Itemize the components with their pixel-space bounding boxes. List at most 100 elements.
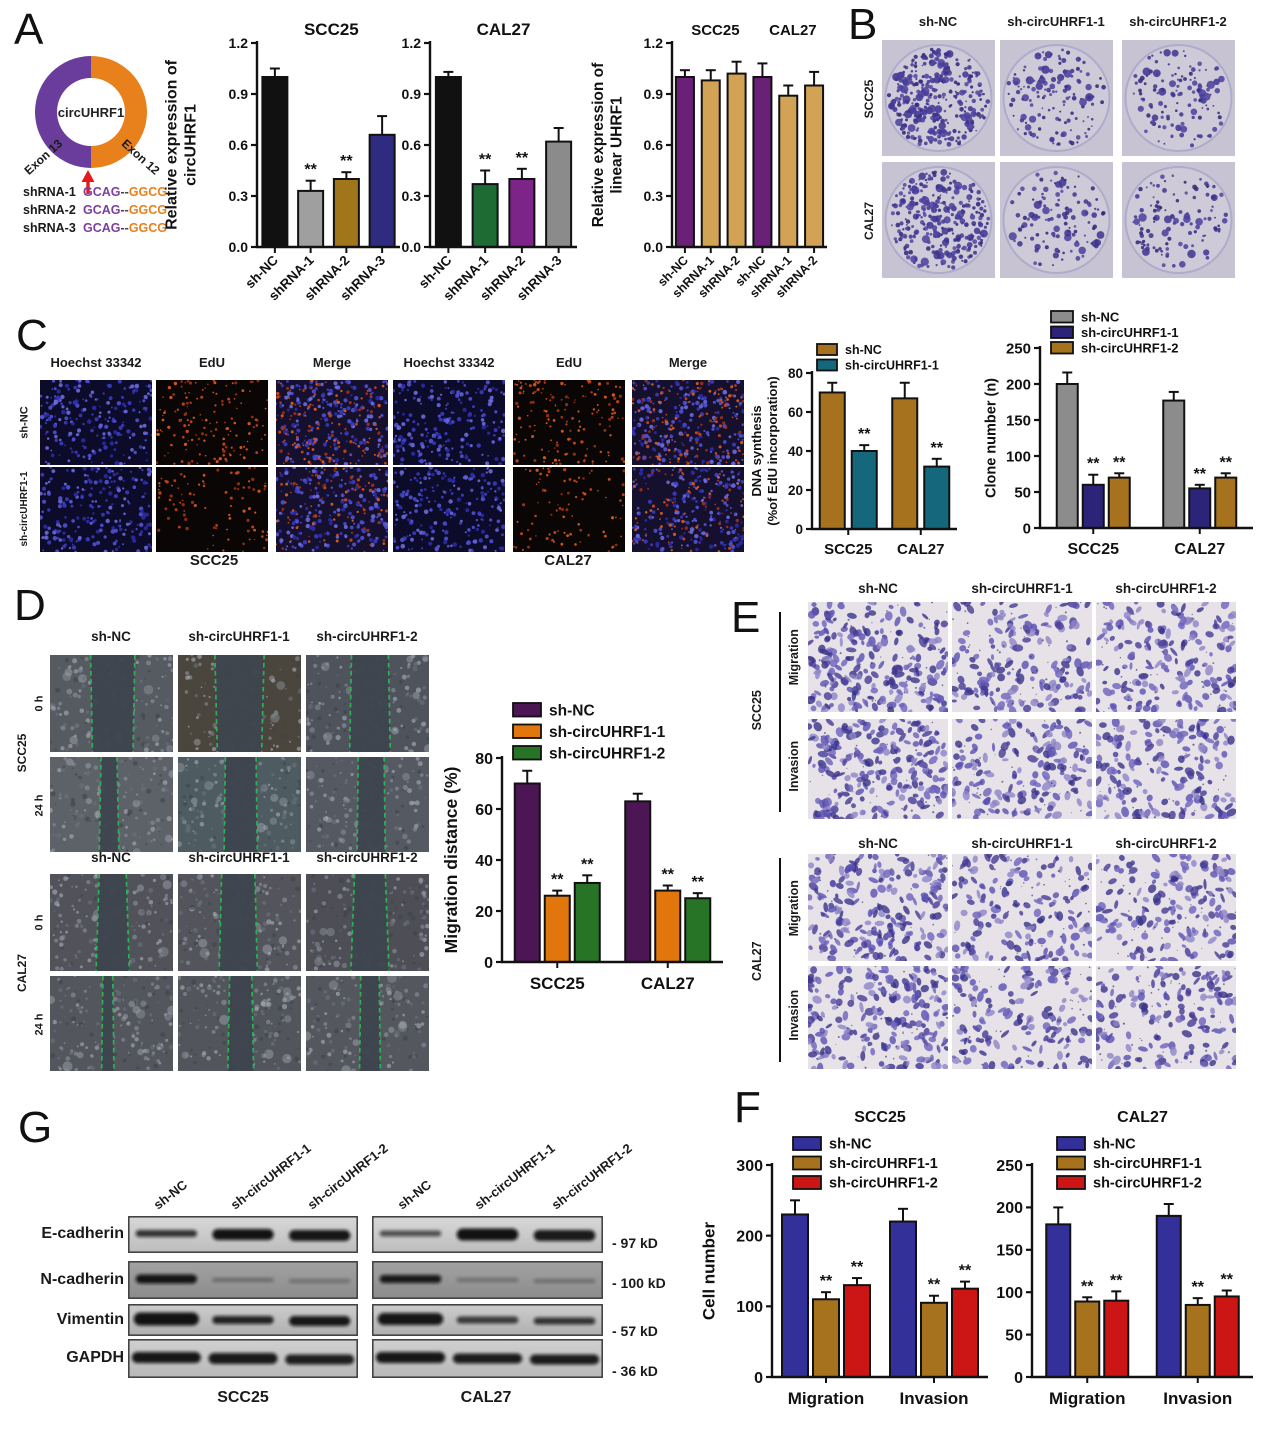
edu-image [513, 380, 625, 465]
chart-title: CAL27 [477, 20, 531, 39]
legend-label: sh-NC [845, 343, 882, 357]
y-tick-label: 80 [788, 366, 803, 381]
molecular-weight-label: - 100 kD [612, 1275, 666, 1291]
legend-label: sh-circUHRF1-2 [1093, 1176, 1202, 1192]
colony-dish-image [1122, 162, 1235, 278]
wound-healing-image [306, 757, 429, 852]
western-blot-image [128, 1261, 358, 1299]
legend-swatch [512, 702, 542, 718]
bracket-line [779, 612, 781, 812]
significance-marker: ** [1081, 1278, 1094, 1295]
y-tick-label: 150 [996, 1243, 1023, 1260]
transwell-image [1096, 854, 1236, 961]
panel-label-g: G [18, 1103, 53, 1152]
transwell-col-header: sh-circUHRF1-2 [1115, 836, 1217, 852]
y-tick-label: 50 [1005, 1327, 1023, 1344]
bar-chart-a_scc25: sh-NC**shRNA-1**shRNA-2shRNA-30.00.30.60… [164, 20, 400, 303]
significance-marker: ** [304, 162, 317, 179]
colony-dish-image [1122, 40, 1235, 156]
transwell-image [808, 719, 948, 819]
western-blot-image [128, 1216, 358, 1253]
legend-label: sh-NC [1093, 1137, 1136, 1153]
y-tick-label: 0.3 [229, 188, 249, 204]
legend-label: sh-NC [549, 702, 595, 719]
chart-title: CAL27 [1117, 1109, 1168, 1126]
y-axis-label: (%of EdU incorporation) [765, 376, 780, 526]
merge-image [632, 467, 744, 552]
western-blot-image [128, 1339, 358, 1378]
y-tick-label: 0.3 [402, 188, 422, 204]
edu-image [156, 467, 268, 552]
y-tick-label: 100 [736, 1299, 763, 1316]
molecular-weight-label: - 57 kD [612, 1323, 658, 1339]
significance-marker: ** [1194, 466, 1207, 483]
panel-label-e: E [731, 593, 761, 642]
y-tick-label: 0.6 [644, 137, 664, 153]
wound-healing-image [50, 655, 173, 752]
transwell-row-label: Invasion [786, 740, 801, 792]
x-group-label: SCC25 [824, 541, 872, 558]
bar-chart-f_cal27: ** ** Migration ** ** Invasion 0 50 100 150 200 250… [996, 1109, 1253, 1408]
edu-col-header: EdU [199, 354, 225, 370]
y-tick-label: 1.2 [644, 35, 664, 51]
colony-dish-image [1000, 40, 1113, 156]
y-tick-label: 0.6 [402, 137, 422, 153]
transwell-cellline-label: CAL27 [749, 941, 764, 981]
bar-chart-a_cal27: sh-NC**shRNA-1**shRNA-2shRNA-30.00.30.60… [402, 20, 577, 303]
transwell-col-header: sh-NC [858, 836, 898, 852]
merge-image [276, 467, 388, 552]
transwell-image [952, 719, 1092, 819]
blot-lane-header: sh-NC [395, 1177, 435, 1213]
edu-col-header: EdU [556, 354, 582, 370]
significance-marker: ** [1220, 454, 1233, 471]
wound-time-label: 0 h [33, 914, 46, 930]
transwell-image [808, 966, 948, 1069]
significance-marker: ** [581, 856, 594, 873]
y-tick-label: 100 [1006, 448, 1031, 465]
transwell-row-label: Migration [786, 628, 801, 686]
y-tick-label: 0 [795, 522, 803, 537]
chart-title: SCC25 [854, 1109, 906, 1126]
colony-dish-image [882, 162, 995, 278]
legend-label: sh-circUHRF1-2 [1081, 340, 1179, 355]
y-tick-label: 1.2 [402, 35, 422, 51]
y-tick-label: 20 [788, 483, 803, 498]
wound-col-header: sh-NC [91, 850, 131, 866]
panel-label-a: A [14, 5, 44, 54]
protein-label: Vimentin [56, 1311, 124, 1328]
transwell-image [952, 966, 1092, 1069]
edu-col-header: Merge [312, 354, 352, 370]
blot-cellline-label: SCC25 [217, 1389, 269, 1406]
wound-healing-image [50, 976, 173, 1071]
bar-chart-a_linear: sh-NCshRNA-1shRNA-2sh-NCshRNA-1shRNA-20.… [590, 22, 827, 300]
y-tick-label: 200 [736, 1228, 763, 1245]
transwell-row-label: Migration [786, 879, 801, 937]
significance-marker: ** [1221, 1272, 1234, 1289]
colony-row-label: SCC25 [862, 79, 876, 119]
panel-label-b: B [848, 0, 878, 49]
wound-healing-image [178, 976, 301, 1071]
transwell-col-header: sh-NC [858, 581, 898, 597]
x-group-label: Migration [1049, 1389, 1126, 1408]
wound-time-label: 24 h [33, 794, 46, 817]
legend-label: sh-circUHRF1-2 [549, 745, 665, 762]
y-axis-label: Relative expression of [164, 59, 181, 230]
y-tick-label: 150 [1006, 412, 1031, 429]
legend-label: sh-NC [829, 1137, 872, 1153]
shrna-sequence-row: shRNA-1 GCAG--GGCG [23, 185, 168, 199]
panel-label-c: C [16, 311, 48, 360]
exon-right-label: Exon 12 [119, 136, 163, 177]
wound-col-header: sh-circUHRF1-1 [188, 850, 290, 866]
wound-col-header: sh-circUHRF1-2 [316, 629, 418, 645]
y-axis-label: Cell number [699, 1222, 718, 1321]
western-blot-image [372, 1304, 603, 1336]
wound-col-header: sh-NC [91, 629, 131, 645]
y-tick-label: 20 [475, 904, 493, 921]
wound-healing-image [50, 757, 173, 852]
wound-cellline-label: CAL27 [15, 954, 29, 993]
y-tick-label: 100 [996, 1285, 1023, 1302]
hoechst-image [393, 467, 505, 552]
bar-chart-c_dna: ** SCC25 ** CAL27 0 20 40 60 80 DNA synthesis (%of… [750, 343, 957, 558]
legend-swatch [512, 745, 542, 761]
